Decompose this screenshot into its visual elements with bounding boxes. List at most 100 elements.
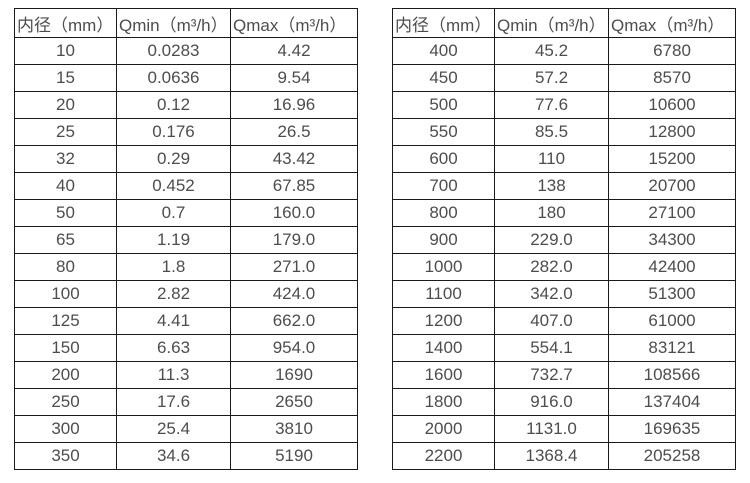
table-cell: 2.82: [116, 280, 231, 308]
table-cell: 51300: [608, 280, 736, 308]
table-cell: 800: [392, 199, 495, 227]
table-row: 80 1.8 271.0: [14, 253, 358, 281]
table-cell: 50: [14, 199, 117, 227]
table-cell: 20700: [608, 172, 736, 200]
table-header-row: 内径（mm） Qmin（m³/h） Qmax（m³/h）: [392, 8, 736, 38]
table-row: 1100 342.0 51300: [392, 280, 736, 308]
table-row: 900 229.0 34300: [392, 226, 736, 254]
table-cell: 4.42: [230, 37, 358, 65]
table-cell: 2000: [392, 415, 495, 443]
table-cell: 20: [14, 91, 117, 119]
table-row: 2000 1131.0 169635: [392, 415, 736, 443]
table-cell: 160.0: [230, 199, 358, 227]
table-cell: 0.0283: [116, 37, 231, 65]
table-cell: 250: [14, 388, 117, 416]
table-cell: 450: [392, 64, 495, 92]
table-cell: 9.54: [230, 64, 358, 92]
table-cell: 500: [392, 91, 495, 119]
table-row: 400 45.2 6780: [392, 37, 736, 65]
table-cell: 16.96: [230, 91, 358, 119]
table-cell: 34300: [608, 226, 736, 254]
table-row: 150 6.63 954.0: [14, 334, 358, 362]
table-cell: 600: [392, 145, 495, 173]
table-cell: 110: [494, 145, 609, 173]
table-cell: 300: [14, 415, 117, 443]
table-cell: 67.85: [230, 172, 358, 200]
table-cell: 350: [14, 442, 117, 470]
table-header-row: 内径（mm） Qmin（m³/h） Qmax（m³/h）: [14, 8, 358, 38]
table-cell: 407.0: [494, 307, 609, 335]
table-cell: 6780: [608, 37, 736, 65]
table-cell: 400: [392, 37, 495, 65]
table-cell: 57.2: [494, 64, 609, 92]
table-cell: 27100: [608, 199, 736, 227]
table-row: 1200 407.0 61000: [392, 307, 736, 335]
table-cell: 25: [14, 118, 117, 146]
table-body: 10 0.0283 4.42 15 0.0636 9.54 20 0.12 16.96 25 0.1…: [14, 37, 358, 470]
table-cell: 1.19: [116, 226, 231, 254]
table-cell: 43.42: [230, 145, 358, 173]
table-cell: 3810: [230, 415, 358, 443]
column-header-inner-diameter: 内径（mm）: [14, 8, 117, 38]
table-cell: 125: [14, 307, 117, 335]
table-row: 450 57.2 8570: [392, 64, 736, 92]
table-cell: 5190: [230, 442, 358, 470]
table-cell: 12800: [608, 118, 736, 146]
table-cell: 25.4: [116, 415, 231, 443]
table-row: 250 17.6 2650: [14, 388, 358, 416]
table-row: 350 34.6 5190: [14, 442, 358, 470]
table-cell: 8570: [608, 64, 736, 92]
table-cell: 40: [14, 172, 117, 200]
column-header-inner-diameter: 内径（mm）: [392, 8, 495, 38]
table-row: 100 2.82 424.0: [14, 280, 358, 308]
table-row: 32 0.29 43.42: [14, 145, 358, 173]
table-cell: 42400: [608, 253, 736, 281]
table-cell: 205258: [608, 442, 736, 470]
column-header-qmax: Qmax（m³/h）: [608, 8, 736, 38]
table-cell: 2200: [392, 442, 495, 470]
table-cell: 1.8: [116, 253, 231, 281]
table-row: 1600 732.7 108566: [392, 361, 736, 389]
table-cell: 0.176: [116, 118, 231, 146]
table-cell: 180: [494, 199, 609, 227]
table-cell: 17.6: [116, 388, 231, 416]
table-cell: 0.29: [116, 145, 231, 173]
table-cell: 4.41: [116, 307, 231, 335]
table-cell: 0.7: [116, 199, 231, 227]
table-cell: 1690: [230, 361, 358, 389]
table-cell: 954.0: [230, 334, 358, 362]
table-cell: 1200: [392, 307, 495, 335]
table-cell: 150: [14, 334, 117, 362]
table-cell: 100: [14, 280, 117, 308]
table-cell: 11.3: [116, 361, 231, 389]
table-cell: 10600: [608, 91, 736, 119]
table-row: 1800 916.0 137404: [392, 388, 736, 416]
table-cell: 137404: [608, 388, 736, 416]
table-cell: 424.0: [230, 280, 358, 308]
table-row: 40 0.452 67.85: [14, 172, 358, 200]
table-cell: 1000: [392, 253, 495, 281]
table-row: 700 138 20700: [392, 172, 736, 200]
table-cell: 900: [392, 226, 495, 254]
table-row: 2200 1368.4 205258: [392, 442, 736, 470]
table-cell: 0.12: [116, 91, 231, 119]
table-cell: 0.452: [116, 172, 231, 200]
table-cell: 83121: [608, 334, 736, 362]
table-cell: 1800: [392, 388, 495, 416]
table-body: 400 45.2 6780 450 57.2 8570 500 77.6 10600 550 85.…: [392, 37, 736, 470]
table-cell: 1600: [392, 361, 495, 389]
table-cell: 271.0: [230, 253, 358, 281]
table-cell: 6.63: [116, 334, 231, 362]
table-row: 600 110 15200: [392, 145, 736, 173]
table-row: 25 0.176 26.5: [14, 118, 358, 146]
table-cell: 65: [14, 226, 117, 254]
table-cell: 200: [14, 361, 117, 389]
table-cell: 662.0: [230, 307, 358, 335]
table-cell: 15: [14, 64, 117, 92]
table-cell: 916.0: [494, 388, 609, 416]
table-cell: 229.0: [494, 226, 609, 254]
table-cell: 1131.0: [494, 415, 609, 443]
table-cell: 2650: [230, 388, 358, 416]
table-row: 300 25.4 3810: [14, 415, 358, 443]
